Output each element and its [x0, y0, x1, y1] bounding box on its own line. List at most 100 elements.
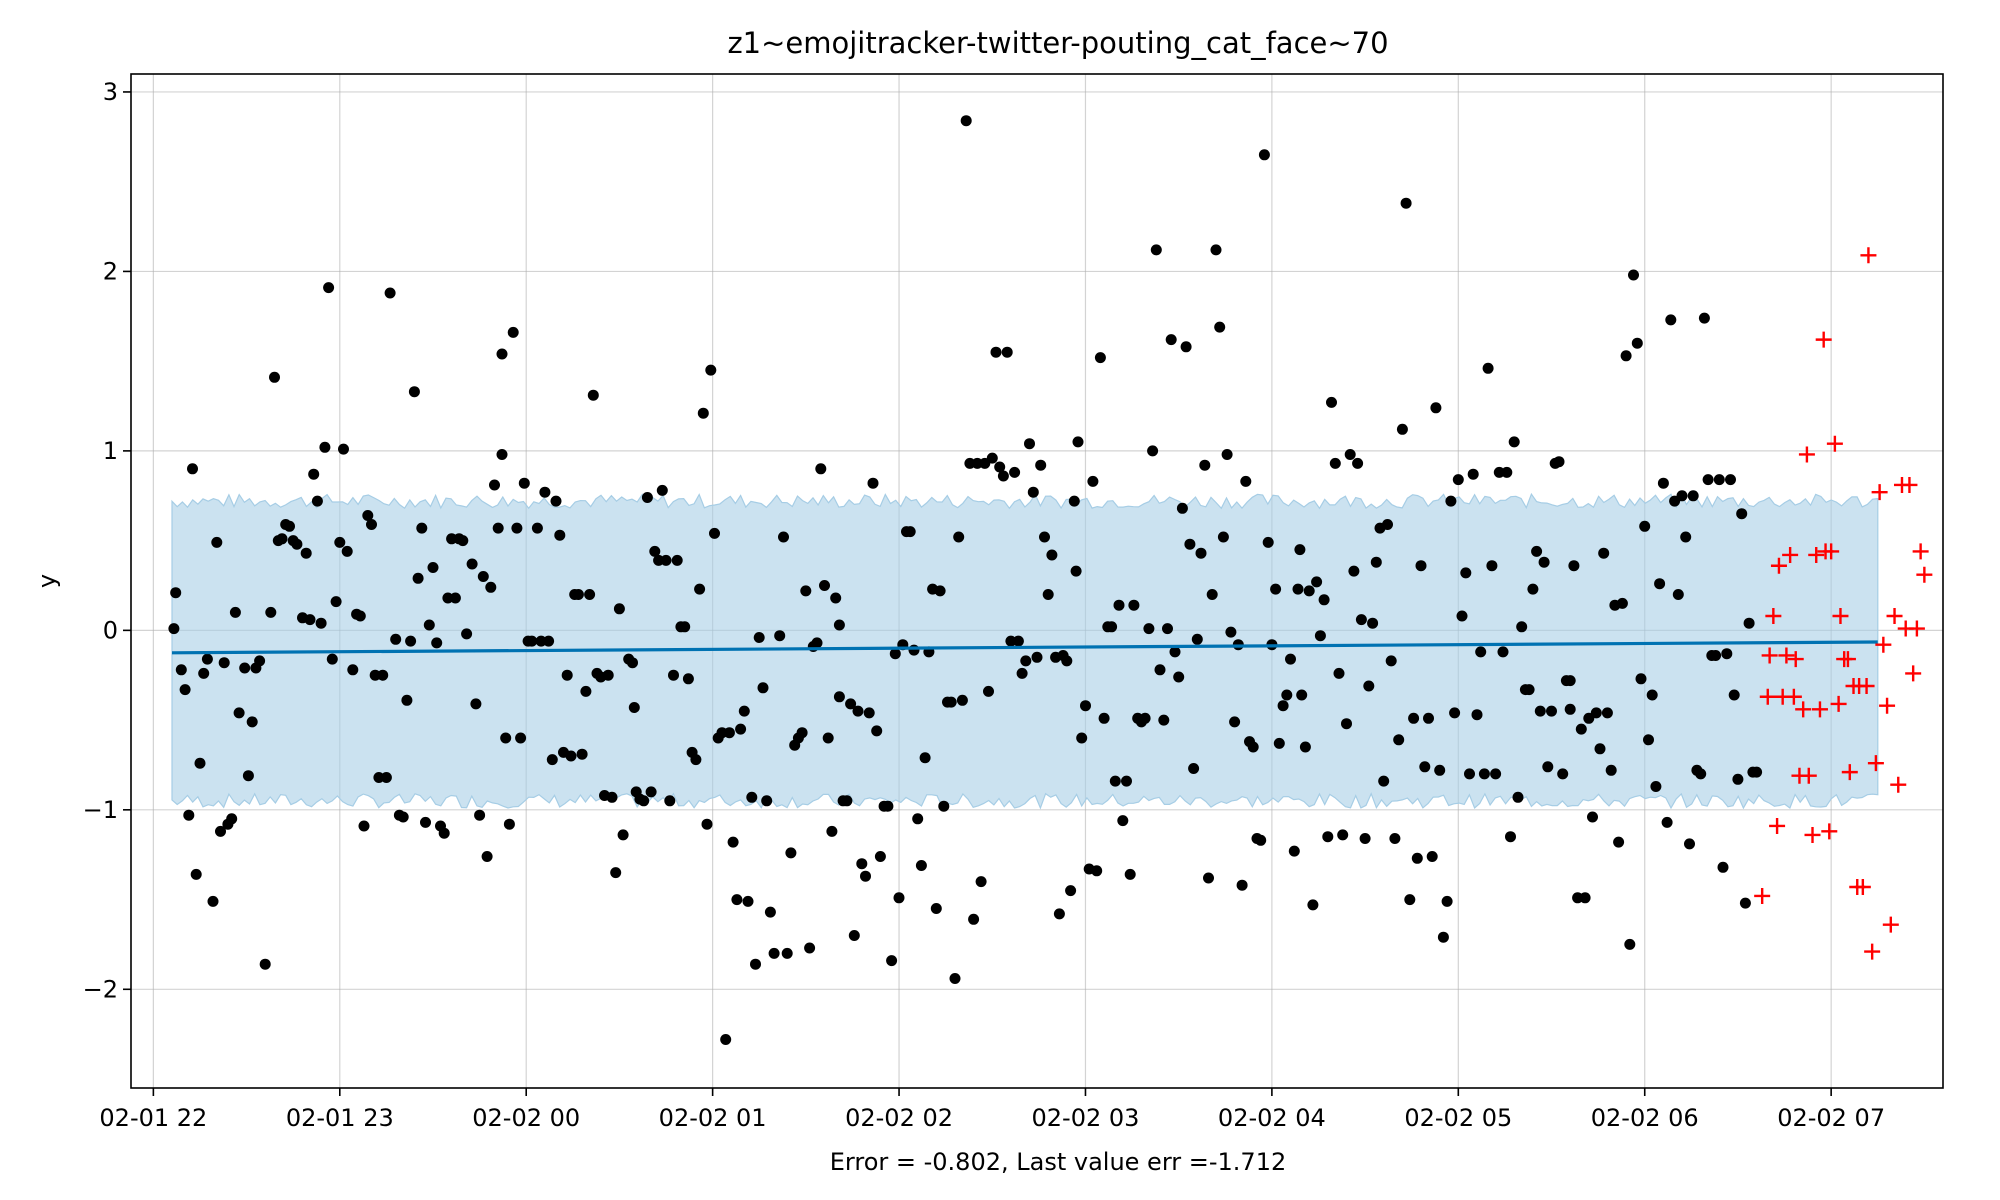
observed-point: [311, 495, 323, 507]
observed-point: [1329, 457, 1341, 469]
observed-point: [778, 531, 789, 543]
observed-point: [697, 407, 709, 419]
observed-point: [641, 492, 653, 503]
future-point-marker: [1916, 566, 1933, 583]
observed-point: [580, 685, 592, 697]
observed-point: [1411, 852, 1423, 864]
observed-point: [412, 572, 424, 584]
observed-point: [757, 682, 769, 694]
observed-point: [690, 754, 702, 766]
observed-point: [1322, 831, 1334, 843]
chart-title: z1~emojitracker-twitter-pouting_cat_face…: [727, 26, 1388, 60]
observed-point: [531, 522, 543, 534]
observed-point: [1564, 675, 1576, 687]
observed-point: [904, 526, 916, 538]
observed-point: [750, 958, 761, 970]
observed-point: [347, 664, 359, 676]
observed-point: [1344, 449, 1356, 460]
observed-point: [1497, 646, 1509, 658]
observed-point: [1214, 321, 1226, 333]
observed-point: [215, 825, 226, 837]
observed-point: [1147, 445, 1159, 457]
observed-point: [474, 809, 486, 821]
observed-point: [265, 606, 277, 618]
observed-point: [507, 326, 519, 338]
observed-point: [1303, 585, 1315, 597]
observed-point: [485, 581, 497, 593]
future-point-marker: [1882, 916, 1899, 933]
future-point-marker: [1782, 546, 1799, 563]
observed-point: [983, 685, 994, 697]
observed-point: [1568, 560, 1580, 572]
observed-point: [1657, 477, 1669, 489]
observed-point: [300, 547, 312, 559]
observed-point: [1273, 737, 1285, 749]
observed-point: [1594, 743, 1606, 755]
observed-point: [1113, 599, 1125, 611]
x-tick-label: 02-02 07: [1777, 1104, 1885, 1132]
future-point-marker: [1841, 764, 1858, 781]
observed-point: [183, 809, 195, 821]
observed-point: [1531, 545, 1543, 557]
observed-point: [330, 596, 342, 608]
observed-point: [1680, 531, 1692, 543]
observed-point: [1341, 718, 1352, 730]
observed-point: [1012, 635, 1024, 647]
future-point-marker: [1839, 651, 1856, 668]
observed-point: [291, 538, 303, 550]
observed-point: [1508, 436, 1520, 448]
observed-point: [1031, 651, 1043, 663]
observed-point: [617, 829, 629, 841]
observed-point: [867, 477, 879, 489]
observed-point: [1441, 895, 1453, 907]
observed-point: [1505, 831, 1516, 843]
observed-point: [1076, 732, 1088, 744]
observed-point: [1385, 655, 1397, 667]
observed-point: [746, 791, 758, 803]
observed-point: [1001, 346, 1013, 358]
observed-point: [259, 958, 271, 970]
y-axis-ticks: −2 −1 0 1 2 3: [83, 78, 131, 1003]
observed-point: [1240, 475, 1252, 487]
observed-point: [720, 1034, 732, 1045]
observed-point: [1587, 811, 1598, 823]
observed-point: [226, 813, 238, 825]
observed-point: [1616, 597, 1628, 609]
observed-point: [1292, 583, 1304, 595]
observed-point: [481, 851, 493, 862]
observed-point: [1352, 457, 1364, 469]
y-tick-label: 0: [103, 616, 118, 644]
observed-point: [380, 772, 392, 783]
observed-point: [1154, 664, 1166, 676]
observed-point: [1739, 897, 1751, 909]
observed-point: [1396, 423, 1408, 435]
x-tick-label: 02-02 03: [1032, 1104, 1140, 1132]
observed-point: [315, 617, 327, 629]
observed-point: [1210, 244, 1222, 256]
observed-point: [246, 716, 258, 728]
observed-point: [1294, 544, 1306, 556]
observed-point: [1460, 567, 1472, 579]
observed-point: [1534, 705, 1546, 717]
observed-point: [201, 653, 213, 665]
observed-point: [1009, 466, 1021, 478]
observed-point: [1400, 197, 1412, 209]
observed-point: [1139, 712, 1151, 724]
observed-point: [1478, 768, 1490, 780]
observed-point: [912, 813, 924, 825]
observed-point: [811, 637, 823, 649]
observed-point: [845, 698, 857, 710]
observed-point: [1024, 438, 1035, 450]
future-point-marker: [1864, 943, 1881, 960]
observed-point: [492, 522, 504, 534]
observed-point: [1277, 700, 1289, 712]
future-point-marker: [1875, 636, 1892, 653]
x-tick-label: 02-01 22: [99, 1104, 207, 1132]
observed-point: [1743, 617, 1755, 629]
observed-point: [1557, 768, 1569, 780]
observed-point: [1318, 594, 1330, 606]
y-tick-label: 1: [103, 437, 118, 465]
observed-point: [466, 558, 478, 570]
observed-point: [1184, 538, 1196, 550]
observed-point: [334, 536, 346, 548]
